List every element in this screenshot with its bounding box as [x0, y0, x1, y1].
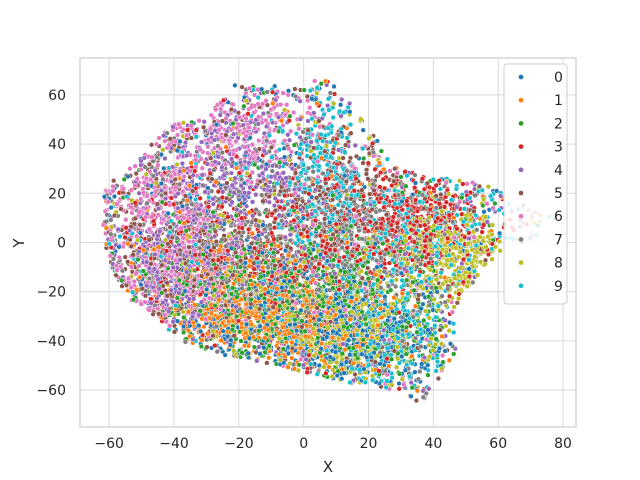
data-point	[285, 364, 291, 370]
data-point	[266, 355, 272, 361]
data-point	[290, 109, 297, 116]
data-point	[111, 178, 117, 184]
data-point	[271, 202, 278, 209]
data-point	[300, 362, 307, 368]
data-point	[360, 127, 366, 133]
data-point	[201, 119, 207, 125]
data-point	[199, 165, 205, 171]
data-point	[196, 118, 202, 124]
data-point	[110, 183, 116, 190]
data-point	[360, 263, 366, 269]
data-points	[100, 78, 558, 404]
data-point	[459, 211, 465, 217]
data-point	[331, 83, 337, 90]
data-point	[287, 180, 293, 186]
data-point	[293, 131, 300, 137]
data-point	[143, 205, 149, 212]
data-point	[188, 160, 194, 166]
data-point	[292, 86, 298, 92]
data-point	[322, 211, 329, 218]
data-point	[446, 328, 452, 334]
data-point	[396, 386, 402, 392]
data-point	[260, 110, 267, 117]
data-point	[360, 160, 366, 166]
data-point	[287, 232, 293, 238]
data-point	[318, 81, 324, 87]
data-point	[470, 279, 476, 286]
data-point	[433, 368, 439, 374]
data-point	[285, 88, 292, 94]
data-point	[111, 193, 118, 200]
data-point	[217, 112, 223, 118]
data-point	[323, 143, 330, 149]
data-point	[367, 191, 373, 197]
data-point	[162, 155, 168, 162]
data-point	[260, 101, 266, 107]
data-point	[276, 147, 283, 153]
data-point	[213, 106, 219, 113]
data-point	[451, 329, 457, 336]
data-point	[256, 137, 262, 144]
data-point	[296, 362, 302, 368]
data-point	[387, 168, 393, 174]
data-point	[325, 96, 332, 102]
data-point	[413, 397, 420, 404]
data-point	[391, 294, 397, 301]
data-point	[339, 96, 345, 103]
data-point	[148, 142, 155, 148]
data-point	[122, 254, 128, 260]
data-point	[123, 217, 129, 223]
data-point	[394, 364, 400, 370]
data-point	[412, 172, 418, 178]
data-point	[113, 272, 119, 278]
data-point	[443, 262, 449, 268]
data-point	[127, 166, 133, 172]
data-point	[246, 160, 252, 166]
data-point	[321, 216, 328, 222]
data-point	[396, 380, 402, 387]
data-point	[286, 137, 293, 143]
